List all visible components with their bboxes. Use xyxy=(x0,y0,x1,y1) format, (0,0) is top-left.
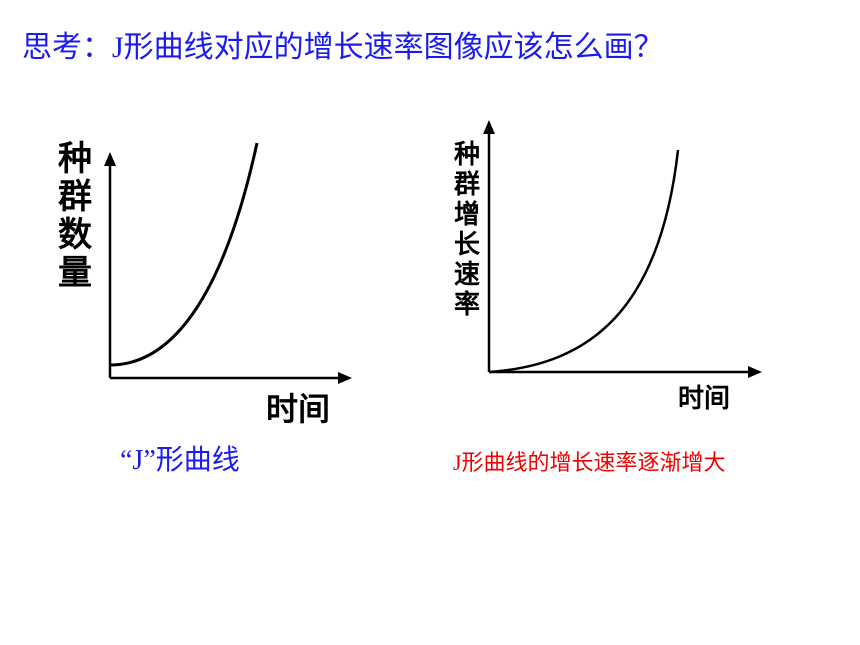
x-label: 时间 xyxy=(678,384,731,414)
title: 思考：J形曲线对应的增长速率图像应该怎么画？ xyxy=(22,31,664,64)
y-label: 种群增长速率 xyxy=(454,140,481,320)
arrow xyxy=(104,152,116,166)
caption: “J”形曲线 xyxy=(120,445,240,476)
right-axes xyxy=(487,130,752,374)
caption: J形曲线的增长速率逐渐增大 xyxy=(453,450,726,475)
rate-curve xyxy=(488,149,680,374)
arrow xyxy=(338,372,352,384)
arrow xyxy=(748,366,762,378)
left-axes xyxy=(108,142,343,380)
x-label: 时间 xyxy=(266,390,331,428)
y-label: 种群数量 xyxy=(58,139,92,293)
arrow xyxy=(483,120,495,134)
j-curve xyxy=(109,142,259,367)
